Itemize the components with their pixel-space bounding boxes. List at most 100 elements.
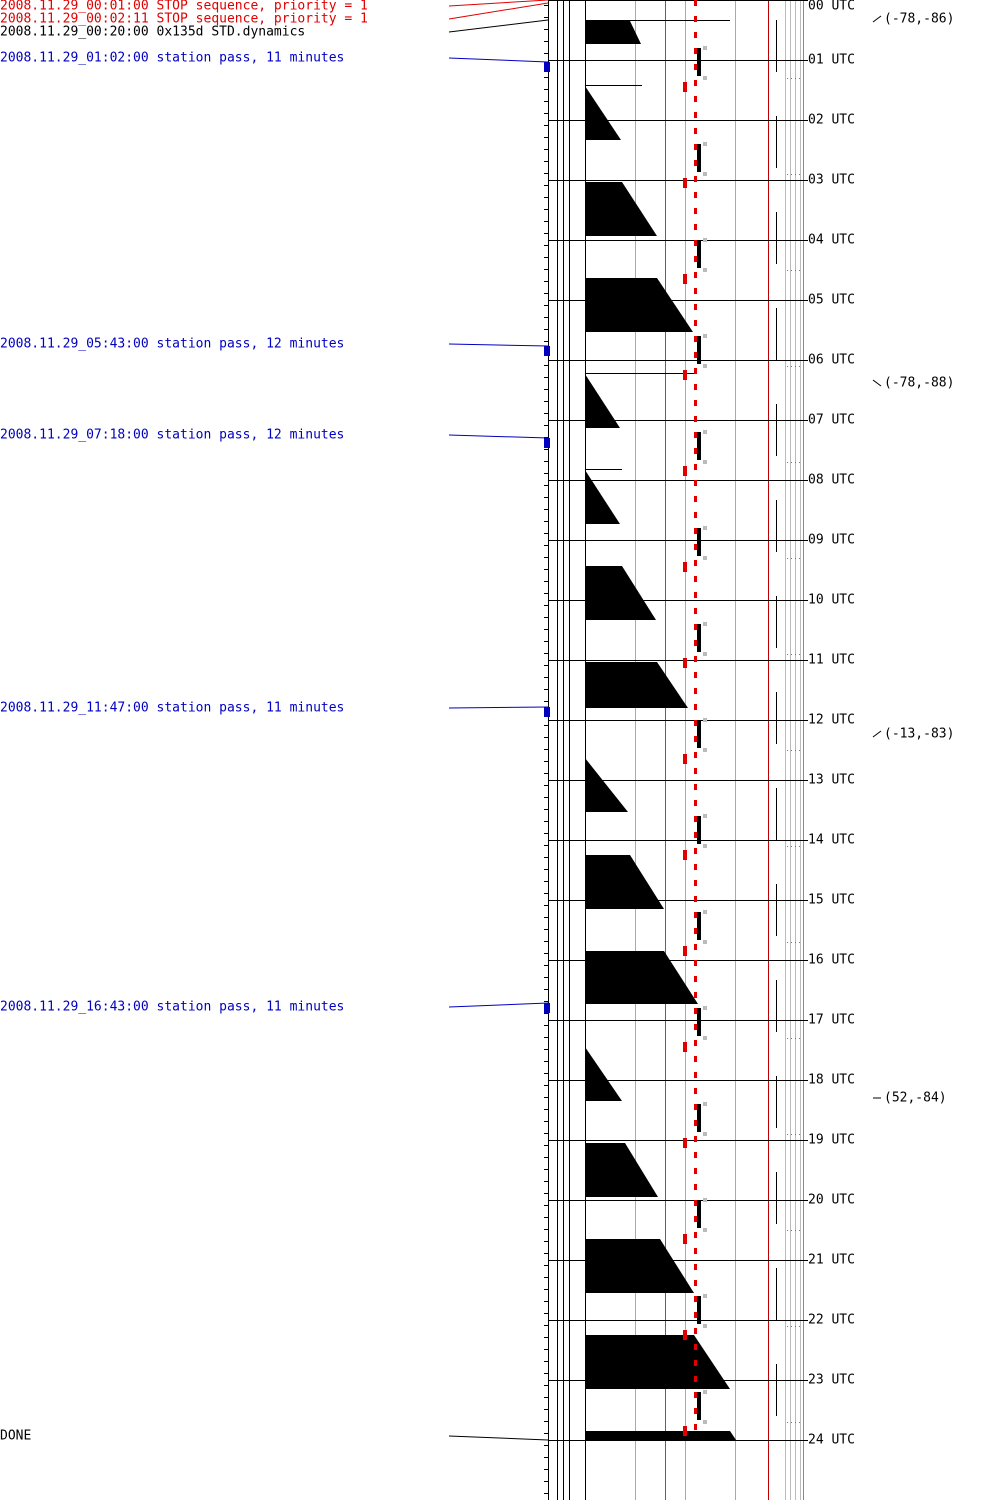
red-mark [683,1138,687,1148]
gray-dot [703,268,707,272]
hour-label: 11 UTC [808,653,855,668]
coord-label: (-13,-83) [884,727,954,742]
bar-mark [697,1392,701,1420]
event-label: 2008.11.29_01:02:00 station pass, 11 min… [0,51,344,66]
event-label: 2008.11.29_00:02:11 STOP sequence, prior… [0,12,368,27]
gray-dot [703,622,707,626]
connector [448,434,549,439]
gray-dot [703,238,707,242]
done-label: DONE [0,1429,31,1444]
gray-dot [703,172,707,176]
coord-label: (52,-84) [884,1091,947,1106]
hour-label: 08 UTC [808,473,855,488]
pass-shape [585,566,656,620]
coord-label: (-78,-88) [884,376,954,391]
event-label: 2008.11.29_00:01:00 STOP sequence, prior… [0,0,368,14]
connector [448,0,549,7]
hour-label: 21 UTC [808,1253,855,1268]
hour-label: 09 UTC [808,533,855,548]
gray-dot [703,334,707,338]
red-mark [683,1042,687,1052]
gray-dot [703,1228,707,1232]
gray-dot [703,76,707,80]
event-label: 2008.11.29_11:47:00 station pass, 11 min… [0,701,344,716]
pass-shape [585,1335,730,1389]
pass-shape [585,374,620,428]
connector [448,1002,549,1008]
hour-label: 22 UTC [808,1313,855,1328]
red-mark [683,466,687,476]
bar-mark [697,624,701,652]
red-mark [683,754,687,764]
hour-label: 07 UTC [808,413,855,428]
red-mark [683,850,687,860]
event-label: 2008.11.29_16:43:00 station pass, 11 min… [0,1000,344,1015]
hour-label: 01 UTC [808,53,855,68]
pass-block [544,346,550,356]
hour-label: 00 UTC [808,0,855,14]
pass-block [544,62,550,72]
gray-dot [703,652,707,656]
gray-dot [703,526,707,530]
pass-shape [585,662,688,708]
bar-mark [697,528,701,556]
red-mark [683,370,687,380]
pass-shape [585,182,657,236]
gray-dot [703,1390,707,1394]
red-mark [683,562,687,572]
hour-label: 17 UTC [808,1013,855,1028]
bar-mark [697,144,701,172]
hour-label: 14 UTC [808,833,855,848]
pass-shape [585,470,620,524]
gray-dot [703,940,707,944]
pass-shape [585,278,693,332]
bar-mark [697,336,701,364]
connector [448,706,549,709]
event-label: 2008.11.29_07:18:00 station pass, 12 min… [0,428,344,443]
bar-mark [697,912,701,940]
hour-label: 23 UTC [808,1373,855,1388]
pass-shape [585,1431,736,1440]
pass-shape [585,758,628,812]
hour-label: 02 UTC [808,113,855,128]
gray-dot [703,1006,707,1010]
red-mark [683,946,687,956]
bar-mark [697,720,701,748]
connector [448,343,549,347]
bar-mark [697,240,701,268]
bar-mark [697,1008,701,1036]
connector [448,1435,549,1441]
gray-dot [703,1102,707,1106]
gray-dot [703,556,707,560]
pass-shape [585,1047,622,1101]
connector [448,19,549,33]
hour-label: 05 UTC [808,293,855,308]
pass-shape [585,1239,694,1293]
hour-label: 20 UTC [808,1193,855,1208]
gray-dot [703,364,707,368]
gray-dot [703,718,707,722]
hour-label: 12 UTC [808,713,855,728]
gray-dot [703,1420,707,1424]
connector [448,57,549,63]
gray-dot [703,1036,707,1040]
bar-mark [697,1296,701,1324]
pass-shape [585,1143,658,1197]
hour-label: 04 UTC [808,233,855,248]
coord-label: (-78,-86) [884,12,954,27]
hour-label: 15 UTC [808,893,855,908]
hour-label: 10 UTC [808,593,855,608]
coord-glyph [872,730,882,738]
gray-dot [703,460,707,464]
red-mark [683,82,687,92]
pass-shape [585,855,664,909]
gray-dot [703,1132,707,1136]
bar-mark [697,1200,701,1228]
hour-label: 24 UTC [808,1433,855,1448]
gray-dot [703,430,707,434]
gray-dot [703,844,707,848]
bar-mark [697,816,701,844]
bar-mark [697,1104,701,1132]
gray-dot [703,814,707,818]
pass-block [544,707,550,717]
